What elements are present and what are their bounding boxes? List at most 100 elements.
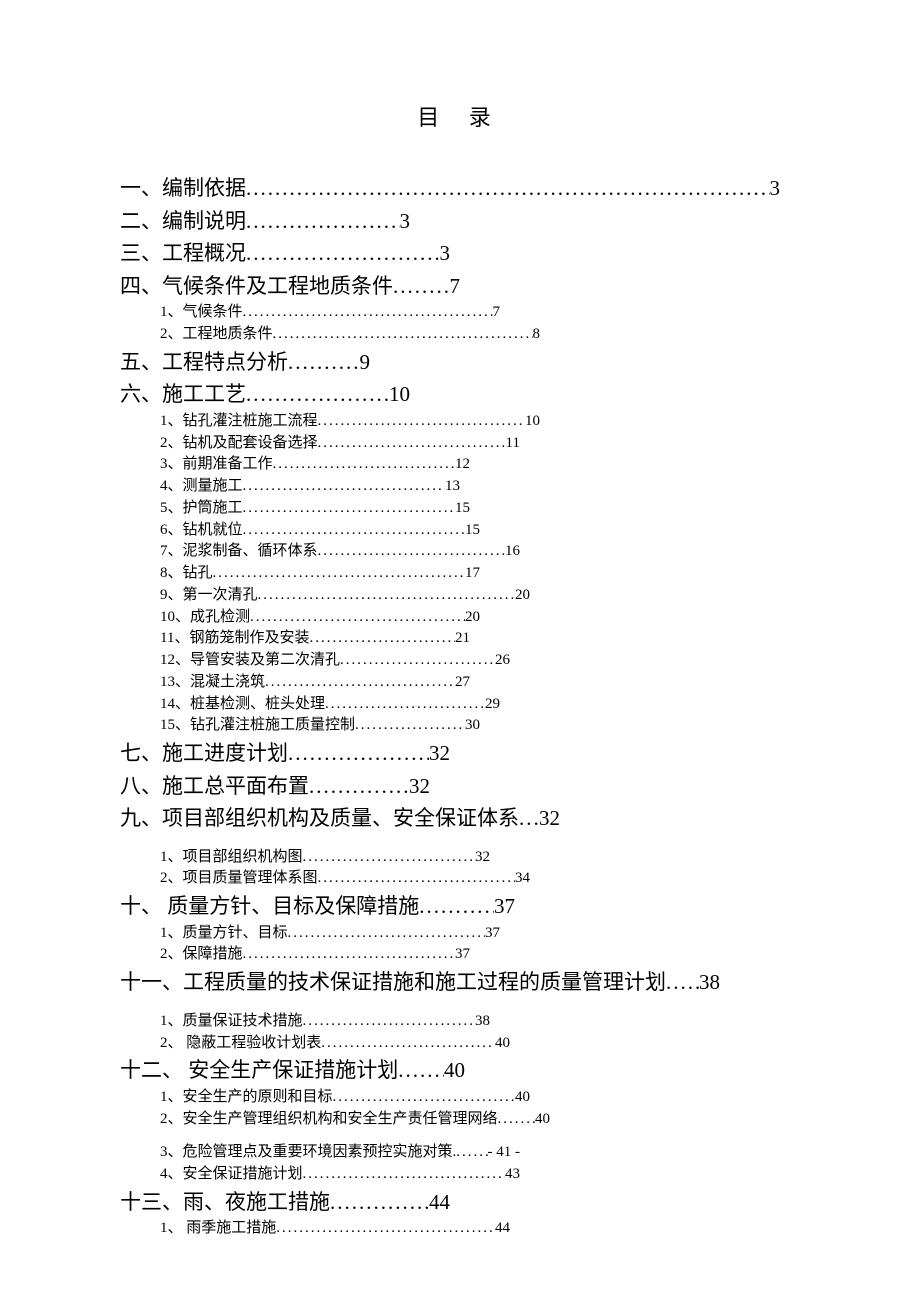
toc-page-number: - 41 - <box>488 1142 521 1164</box>
toc-leader-dots: ........................................… <box>246 205 400 238</box>
toc-entry: 七、施工进度计划................................… <box>120 737 450 770</box>
toc-label: 一、编制依据 <box>120 172 246 205</box>
toc-entry: 2、安全生产管理组织机构和安全生产责任管理网络.................… <box>160 1109 550 1131</box>
toc-entry: 2、保障措施..................................… <box>160 944 470 966</box>
toc-leader-dots: ........................................… <box>419 890 494 923</box>
toc-label: 五、工程特点分析 <box>120 346 288 379</box>
toc-entry: 6、钻机就位..................................… <box>160 520 480 542</box>
toc-leader-dots: ........................................… <box>213 563 465 585</box>
toc-label: 4、安全保证措施计划 <box>160 1164 303 1186</box>
toc-entry: 14、桩基检测、桩头处理............................… <box>160 694 500 716</box>
toc-leader-dots: ........................................… <box>519 802 539 835</box>
toc-leader-dots: ........................................… <box>288 737 429 770</box>
toc-label: 14、桩基检测、桩头处理 <box>160 694 325 716</box>
toc-leader-dots: ........................................… <box>303 847 475 869</box>
toc-leader-dots: ........................................… <box>321 1033 495 1055</box>
toc-leader-dots: ........................................… <box>273 324 533 346</box>
toc-entry: 九、项目部组织机构及质量、安全保证体系.....................… <box>120 802 560 835</box>
toc-entry: 1、项目部组织机构图..............................… <box>160 847 490 869</box>
toc-leader-dots: ........................................… <box>303 1011 475 1033</box>
toc-page-number: 15 <box>465 520 480 542</box>
toc-entry: 十、 质量方针、目标及保障措施.........................… <box>120 890 515 923</box>
toc-entry: 十三、雨、夜施工措施..............................… <box>120 1186 450 1219</box>
toc-label: 2、项目质量管理体系图 <box>160 868 318 890</box>
toc-leader-dots: ........................................… <box>330 1186 429 1219</box>
toc-entry: 12、导管安装及第二次清孔...........................… <box>160 650 510 672</box>
toc-label: 2、 隐蔽工程验收计划表 <box>160 1033 321 1055</box>
toc-page-number: 40 <box>444 1054 465 1087</box>
toc-label: 十、 质量方针、目标及保障措施 <box>120 890 419 923</box>
toc-leader-dots: ........................................… <box>250 607 465 629</box>
toc-label: 8、钻孔 <box>160 563 213 585</box>
toc-page-number: 32 <box>429 737 450 770</box>
toc-page-number: 15 <box>455 498 470 520</box>
toc-label: 1、钻孔灌注桩施工流程 <box>160 411 318 433</box>
toc-label: 15、钻孔灌注桩施工质量控制 <box>160 715 355 737</box>
toc-page-number: 40 <box>515 1087 530 1109</box>
toc-entry: 五、工程特点分析................................… <box>120 346 370 379</box>
toc-leader-dots: ........................................… <box>318 433 506 455</box>
toc-page-number: 9 <box>360 346 371 379</box>
toc-container: 一、编制依据..................................… <box>120 172 800 1240</box>
toc-leader-dots: ........................................… <box>243 498 455 520</box>
toc-entry: 八、施工总平面布置...............................… <box>120 770 430 803</box>
toc-page-number: 20 <box>515 585 530 607</box>
toc-leader-dots: ........................................… <box>265 672 455 694</box>
toc-entry: 8、钻孔....................................… <box>160 563 480 585</box>
toc-entry: 3、前期准备工作................................… <box>160 454 470 476</box>
toc-label: 七、施工进度计划 <box>120 737 288 770</box>
toc-label: 2、保障措施 <box>160 944 243 966</box>
toc-leader-dots: ........................................… <box>243 520 465 542</box>
toc-entry: 2、钻机及配套设备选择.............................… <box>160 433 520 455</box>
toc-entry: 二、编制说明..................................… <box>120 205 410 238</box>
toc-label: 1、项目部组织机构图 <box>160 847 303 869</box>
toc-page-number: 7 <box>450 270 461 303</box>
toc-entry: 十一、工程质量的技术保证措施和施工过程的质量管理计划..............… <box>120 966 720 999</box>
toc-label: 二、编制说明 <box>120 205 246 238</box>
toc-leader-dots: ........................................… <box>318 411 525 433</box>
toc-page-number: 38 <box>475 1011 490 1033</box>
toc-page-number: 32 <box>409 770 430 803</box>
toc-entry: 11、钢筋笼制作及安装.............................… <box>160 628 470 650</box>
toc-entry: 十二、 安全生产保证措施计划..........................… <box>120 1054 465 1087</box>
toc-page-number: 17 <box>465 563 480 585</box>
toc-label: 5、护筒施工 <box>160 498 243 520</box>
toc-leader-dots: ........................................… <box>456 1142 487 1164</box>
toc-page-number: 30 <box>465 715 480 737</box>
toc-label: 2、工程地质条件 <box>160 324 273 346</box>
toc-entry: 四、气候条件及工程地质条件...........................… <box>120 270 460 303</box>
toc-title: 目 录 <box>120 100 800 132</box>
toc-leader-dots: ........................................… <box>243 476 445 498</box>
toc-label: 1、质量保证技术措施 <box>160 1011 303 1033</box>
toc-entry: 三、工程概况..................................… <box>120 237 450 270</box>
toc-leader-dots: ........................................… <box>333 1087 515 1109</box>
toc-label: 7、泥浆制备、循环体系 <box>160 541 318 563</box>
toc-leader-dots: ........................................… <box>309 770 409 803</box>
toc-label: 六、施工工艺 <box>120 378 246 411</box>
toc-entry: 1、 雨季施工措施...............................… <box>160 1218 510 1240</box>
toc-leader-dots: ........................................… <box>243 944 455 966</box>
toc-leader-dots: ........................................… <box>273 454 455 476</box>
toc-leader-dots: ........................................… <box>243 302 493 324</box>
toc-label: 6、钻机就位 <box>160 520 243 542</box>
toc-page-number: 37 <box>485 923 500 945</box>
toc-page-number: 13 <box>445 476 460 498</box>
toc-page-number: 40 <box>495 1033 510 1055</box>
toc-label: 十二、 安全生产保证措施计划 <box>120 1054 398 1087</box>
toc-page-number: 44 <box>429 1186 450 1219</box>
toc-leader-dots: ........................................… <box>318 541 505 563</box>
toc-label: 1、 雨季施工措施 <box>160 1218 276 1240</box>
toc-entry: 5、护筒施工..................................… <box>160 498 470 520</box>
toc-label: 2、安全生产管理组织机构和安全生产责任管理网络 <box>160 1109 498 1131</box>
toc-leader-dots: ........................................… <box>276 1218 495 1240</box>
toc-page-number: 21 <box>455 628 470 650</box>
toc-entry: 4、安全保证措施计划..............................… <box>160 1164 520 1186</box>
toc-entry: 15、钻孔灌注桩施工质量控制..........................… <box>160 715 480 737</box>
toc-leader-dots: ........................................… <box>246 237 440 270</box>
toc-page-number: 40 <box>535 1109 550 1131</box>
toc-leader-dots: ........................................… <box>318 868 515 890</box>
toc-page-number: 12 <box>455 454 470 476</box>
toc-label: 3、危险管理点及重要环境因素预控实施对策. <box>160 1142 456 1164</box>
toc-entry: 2、 隐蔽工程验收计划表............................… <box>160 1033 510 1055</box>
toc-label: 12、导管安装及第二次清孔 <box>160 650 340 672</box>
